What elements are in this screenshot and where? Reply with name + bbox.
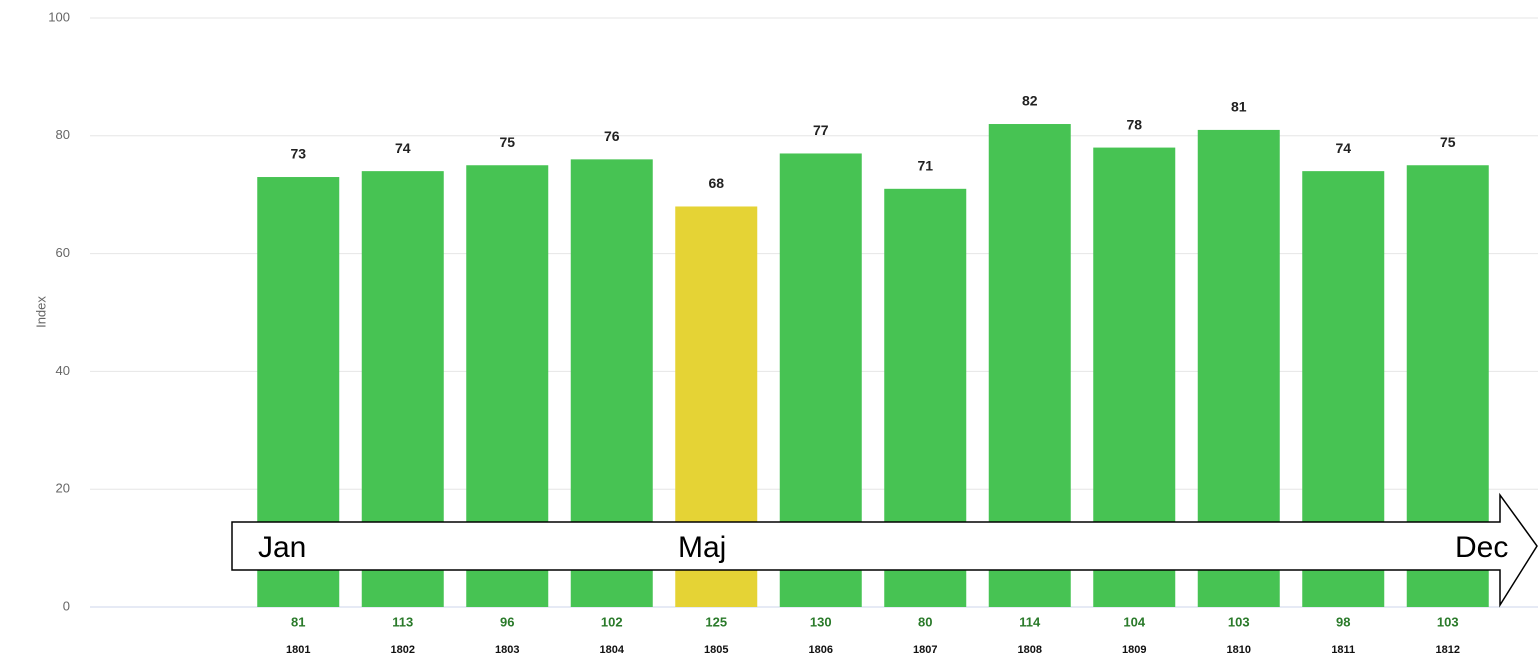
x-tick-label: 1809 <box>1122 644 1146 656</box>
data-label: 76 <box>604 128 620 144</box>
data-label: 75 <box>1440 134 1456 150</box>
sub-value-label: 80 <box>918 614 932 629</box>
y-tick-label: 80 <box>56 127 70 142</box>
x-tick-label: 1812 <box>1436 644 1460 656</box>
sub-value-label: 96 <box>500 614 514 629</box>
y-tick-label: 60 <box>56 245 70 260</box>
x-tick-label: 1802 <box>391 644 415 656</box>
y-tick-label: 20 <box>56 481 70 496</box>
sub-value-label: 103 <box>1228 614 1250 629</box>
sub-value-label: 113 <box>392 614 413 629</box>
x-tick-label: 1807 <box>913 644 937 656</box>
y-tick-label: 100 <box>48 9 70 24</box>
sub-value-label: 104 <box>1123 614 1145 629</box>
data-label: 78 <box>1126 116 1142 132</box>
sub-value-label: 98 <box>1336 614 1350 629</box>
x-tick-label: 1801 <box>286 644 310 656</box>
data-label: 71 <box>917 158 933 174</box>
x-tick-label: 1804 <box>600 644 625 656</box>
timeline-arrow <box>231 492 1538 608</box>
data-label: 74 <box>1335 140 1351 156</box>
data-label: 77 <box>813 122 829 138</box>
sub-value-label: 130 <box>810 614 832 629</box>
arrow-label: Maj <box>678 531 726 564</box>
arrow-label: Jan <box>258 531 306 564</box>
sub-value-label: 102 <box>601 614 623 629</box>
x-tick-label: 1806 <box>809 644 833 656</box>
arrow-label: Dec <box>1455 531 1508 564</box>
data-label: 75 <box>499 134 515 150</box>
y-tick-label: 0 <box>63 598 70 613</box>
x-tick-label: 1805 <box>704 644 728 656</box>
y-axis-label: Index <box>33 296 48 328</box>
data-label: 74 <box>395 140 411 156</box>
sub-value-label: 125 <box>705 614 727 629</box>
x-tick-label: 1808 <box>1018 644 1042 656</box>
sub-value-label: 103 <box>1437 614 1459 629</box>
data-label: 73 <box>290 146 306 162</box>
y-tick-label: 40 <box>56 363 70 378</box>
x-tick-label: 1810 <box>1227 644 1251 656</box>
x-tick-label: 1811 <box>1331 644 1355 656</box>
x-tick-label: 1803 <box>495 644 519 656</box>
data-label: 82 <box>1022 93 1038 109</box>
data-label: 81 <box>1231 99 1247 115</box>
data-label: 68 <box>708 175 724 191</box>
sub-value-label: 81 <box>291 614 305 629</box>
sub-value-label: 114 <box>1019 614 1041 629</box>
